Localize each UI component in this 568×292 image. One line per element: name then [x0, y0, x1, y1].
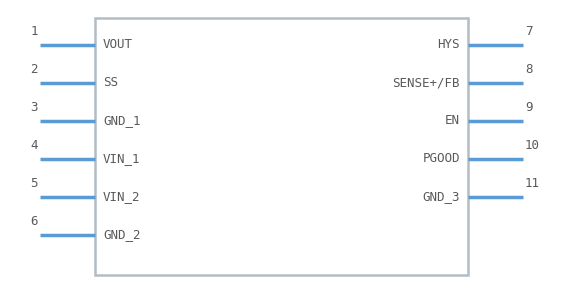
Text: 10: 10	[525, 139, 540, 152]
Text: GND_1: GND_1	[103, 114, 140, 128]
Text: 9: 9	[525, 101, 533, 114]
Text: VOUT: VOUT	[103, 39, 133, 51]
Text: 3: 3	[31, 101, 38, 114]
Text: HYS: HYS	[437, 39, 460, 51]
Text: SENSE+/FB: SENSE+/FB	[392, 77, 460, 90]
Text: 8: 8	[525, 63, 533, 76]
Text: 2: 2	[31, 63, 38, 76]
Text: 4: 4	[31, 139, 38, 152]
Text: 5: 5	[31, 177, 38, 190]
Bar	[95, 18, 468, 275]
Text: GND_3: GND_3	[423, 190, 460, 204]
Text: EN: EN	[445, 114, 460, 128]
Text: 6: 6	[31, 215, 38, 228]
Text: SS: SS	[103, 77, 118, 90]
Text: VIN_1: VIN_1	[103, 152, 140, 166]
Text: GND_2: GND_2	[103, 229, 140, 241]
Text: 7: 7	[525, 25, 533, 38]
Text: 11: 11	[525, 177, 540, 190]
Text: 1: 1	[31, 25, 38, 38]
Text: VIN_2: VIN_2	[103, 190, 140, 204]
Text: PGOOD: PGOOD	[423, 152, 460, 166]
